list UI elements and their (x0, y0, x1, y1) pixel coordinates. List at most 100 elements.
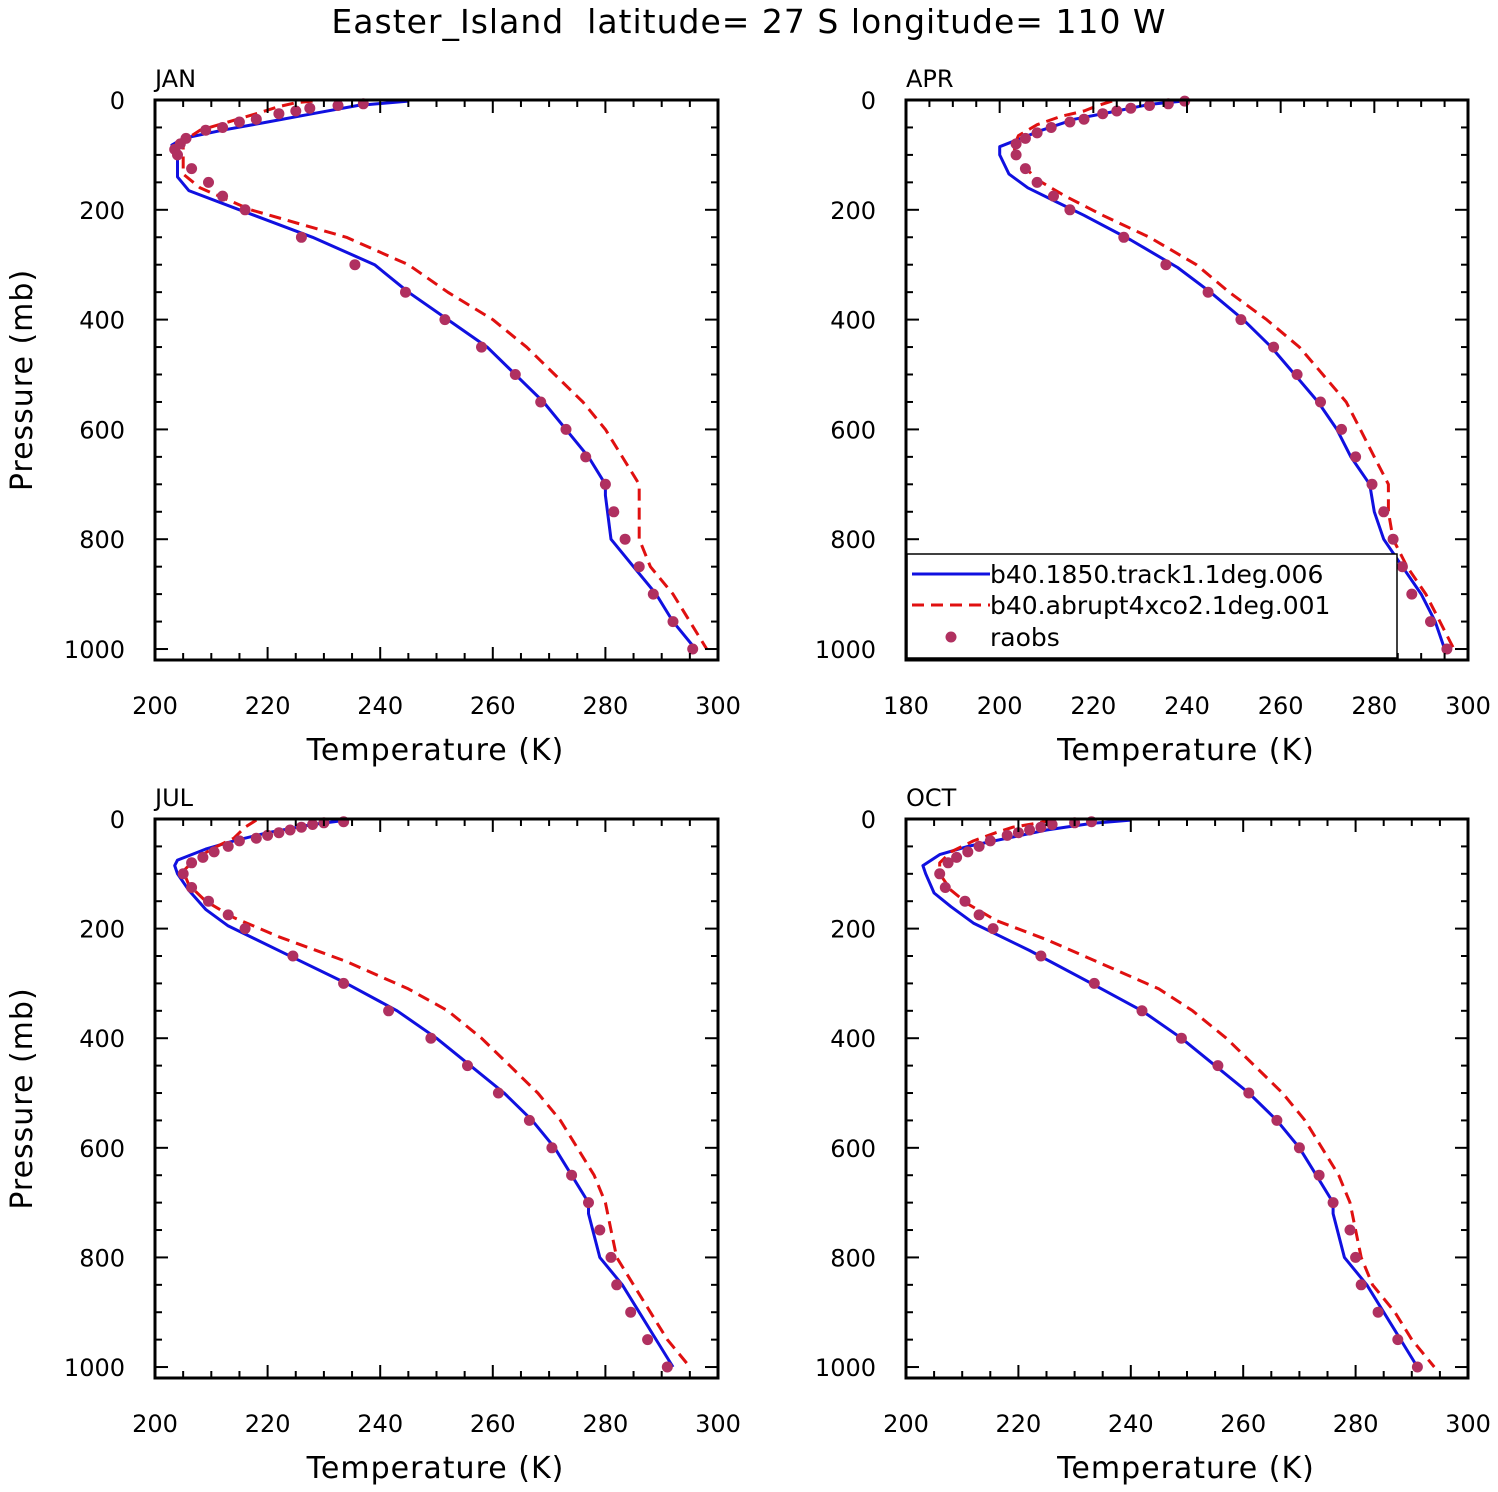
data-point (560, 423, 572, 435)
y-tick-label: 0 (110, 806, 125, 834)
data-point (177, 868, 189, 880)
series-raobs (177, 816, 673, 1373)
data-point (566, 1169, 578, 1181)
data-point (222, 909, 234, 921)
x-axis-title: Temperature (K) (1056, 733, 1315, 768)
panel-label: APR (906, 65, 954, 93)
data-point (217, 122, 229, 133)
legend-label: raobs (990, 623, 1060, 652)
x-tick-label: 260 (470, 1410, 516, 1438)
data-point (1350, 451, 1362, 463)
y-tick-label: 800 (830, 526, 876, 554)
x-tick-label: 260 (1258, 692, 1304, 720)
data-point (1144, 100, 1155, 111)
data-point (1019, 132, 1031, 144)
x-tick-label: 300 (695, 1410, 741, 1438)
y-tick-label: 200 (830, 916, 876, 944)
data-point (1175, 1032, 1187, 1044)
series-line-abrupt4xco2 (181, 99, 708, 650)
y-tick-label: 600 (79, 1135, 125, 1163)
data-point (304, 102, 316, 114)
legend-swatch-marker (945, 631, 957, 643)
data-point (1396, 561, 1408, 573)
data-point (1327, 1197, 1339, 1209)
data-point (1125, 102, 1137, 114)
data-point (476, 341, 487, 353)
y-tick-label: 800 (830, 1244, 876, 1272)
y-tick-label: 1000 (64, 1354, 125, 1382)
data-point (250, 832, 262, 844)
data-point (1315, 396, 1326, 408)
data-point (1350, 1251, 1362, 1263)
data-point (1291, 369, 1303, 380)
data-point (951, 851, 963, 863)
data-point (186, 882, 198, 893)
y-tick-label: 1000 (815, 636, 876, 664)
y-axis-title: Pressure (mb) (5, 269, 40, 491)
data-point (1097, 108, 1109, 120)
x-axis-title: Temperature (K) (306, 733, 565, 768)
data-point (1136, 1005, 1148, 1017)
y-tick-label: 600 (830, 416, 876, 444)
series-raobs (169, 98, 699, 655)
panel-apr: 180 200 220 240 260 280 300 0 200 400 600 800 1000 AP… (815, 65, 1491, 768)
data-point (959, 895, 971, 907)
x-axis-title: Temperature (K) (1056, 1451, 1315, 1486)
data-point (239, 923, 251, 935)
data-point (939, 882, 951, 893)
data-point (1387, 533, 1399, 545)
data-point (338, 977, 350, 989)
x-tick-label: 200 (132, 1410, 178, 1438)
x-tick-label: 280 (1333, 1410, 1379, 1438)
data-point (1411, 1361, 1423, 1373)
data-point (239, 204, 251, 216)
legend: b40.1850.track1.1deg.006b40.abrupt4xco2.… (906, 553, 1398, 659)
main-title: Easter_Island latitude= 27 S longitude= … (331, 2, 1166, 41)
data-point (197, 851, 209, 863)
data-point (400, 286, 411, 298)
series-line-control (170, 99, 697, 650)
data-point (290, 105, 302, 117)
data-point (307, 819, 319, 830)
data-point (186, 857, 198, 869)
data-point (1336, 423, 1347, 435)
y-tick-label: 200 (79, 197, 125, 225)
data-point (633, 561, 645, 573)
data-point (349, 259, 361, 271)
data-point (287, 950, 299, 962)
data-point (172, 149, 183, 161)
series-line-control (173, 818, 675, 1368)
data-point (332, 100, 344, 111)
data-point (1035, 821, 1047, 833)
data-point (203, 895, 214, 907)
data-point (1425, 616, 1436, 628)
panel-jan: 200 220 240 260 280 300 0 200 400 600 800 1000 JAN Te… (5, 65, 741, 768)
data-point (523, 1114, 535, 1126)
x-tick-label: 200 (132, 692, 178, 720)
data-point (262, 829, 274, 841)
x-tick-label: 240 (357, 692, 403, 720)
data-point (934, 868, 946, 880)
data-point (1344, 1224, 1356, 1236)
data-point (1441, 643, 1453, 655)
data-point (1355, 1279, 1367, 1291)
x-tick-label: 280 (1351, 692, 1397, 720)
data-point (1392, 1334, 1404, 1346)
data-point (546, 1142, 558, 1154)
data-point (295, 821, 307, 833)
x-tick-label: 200 (977, 692, 1023, 720)
y-tick-label: 400 (79, 1025, 125, 1053)
data-point (1118, 231, 1130, 243)
data-point (619, 533, 631, 545)
data-point (233, 835, 245, 847)
data-point (1271, 1114, 1283, 1126)
series-line-abrupt4xco2 (938, 818, 1436, 1368)
y-tick-label: 0 (861, 87, 876, 115)
data-point (295, 231, 307, 243)
data-point (222, 840, 234, 852)
x-tick-label: 260 (1220, 1410, 1266, 1438)
x-tick-label: 300 (695, 692, 741, 720)
y-tick-label: 400 (830, 1025, 876, 1053)
data-point (425, 1032, 437, 1044)
